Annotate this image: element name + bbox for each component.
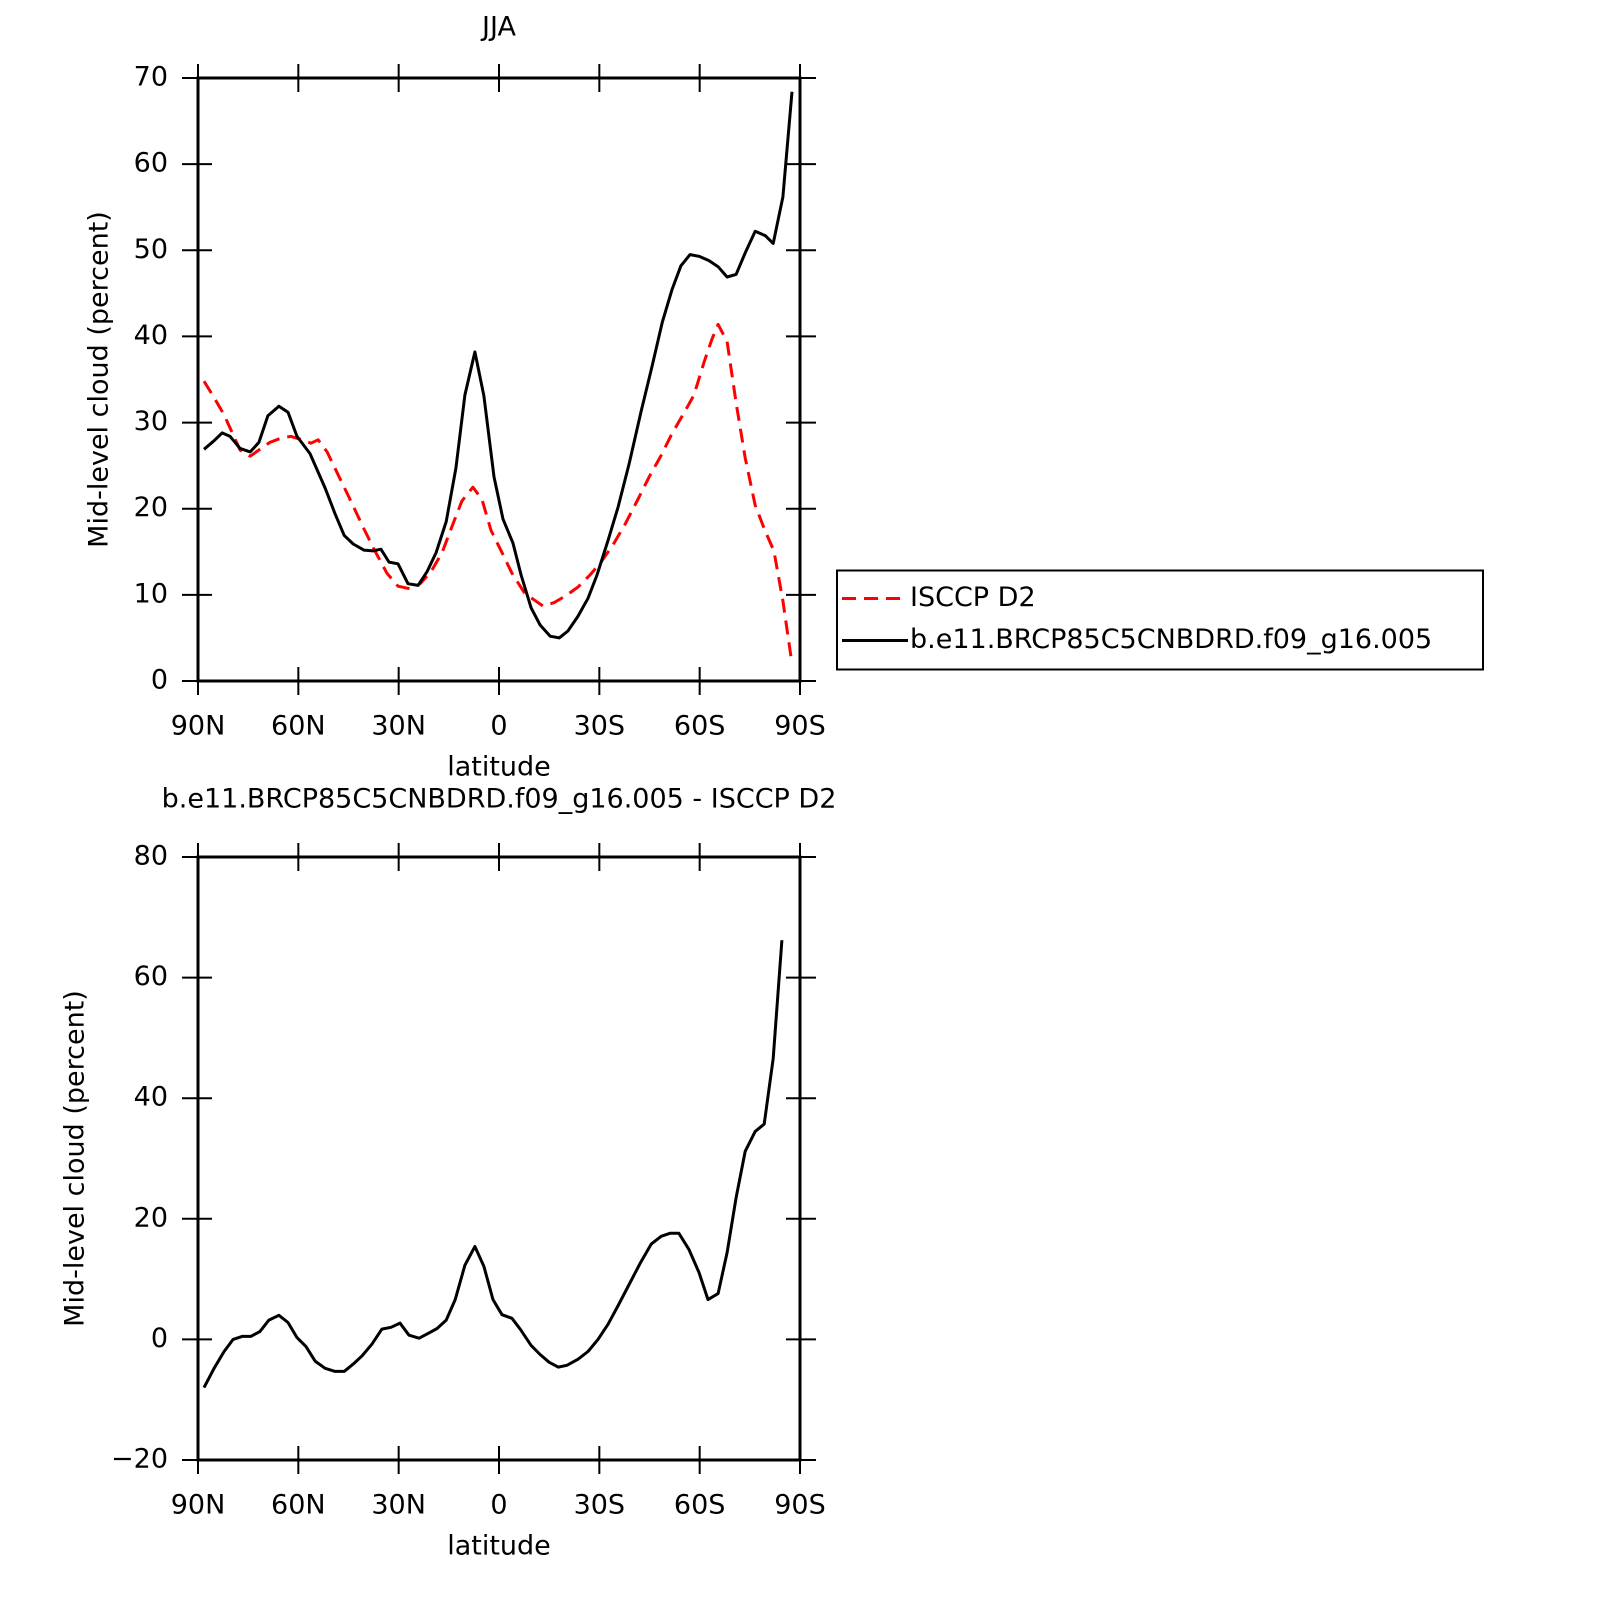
series-line <box>203 91 794 640</box>
y-tick-label: 20 <box>134 1202 168 1233</box>
y-tick-label: 60 <box>134 148 168 179</box>
x-tick-label: 90N <box>171 1490 226 1521</box>
x-tick-label: 90S <box>774 711 826 742</box>
y-tick-label: 60 <box>134 961 168 992</box>
chart-title: JJA <box>480 12 516 43</box>
x-tick-label: 60S <box>674 711 726 742</box>
legend-label: b.e11.BRCP85C5CNBDRD.f09_g16.005 <box>910 624 1432 655</box>
plot-frame <box>196 855 802 1462</box>
x-axis-label: latitude <box>447 1531 551 1562</box>
y-axis-label: Mid-level cloud (percent) <box>84 211 115 548</box>
x-axis-label: latitude <box>447 752 551 783</box>
x-tick-label: 30S <box>574 1490 626 1521</box>
y-tick-label: 40 <box>134 1082 168 1113</box>
x-tick-label: 30N <box>371 1490 426 1521</box>
chart-title: b.e11.BRCP85C5CNBDRD.f09_g16.005 - ISCCP… <box>162 784 837 815</box>
y-tick-label: 50 <box>134 234 168 265</box>
y-tick-label: 70 <box>134 62 168 93</box>
x-tick-label: 60S <box>674 1490 726 1521</box>
y-tick-label: 0 <box>151 1323 168 1354</box>
legend-label: ISCCP D2 <box>910 582 1036 613</box>
x-tick-label: 60N <box>271 711 326 742</box>
y-tick-label: 20 <box>134 492 168 523</box>
x-tick-label: 90S <box>774 1490 826 1521</box>
y-tick-label: 30 <box>134 406 168 437</box>
plot-frame <box>196 76 802 683</box>
y-axis-label: Mid-level cloud (percent) <box>60 990 91 1327</box>
x-tick-label: 30N <box>371 711 426 742</box>
legend-box <box>836 569 1484 671</box>
x-tick-label: 30S <box>574 711 626 742</box>
y-tick-label: 10 <box>134 578 168 609</box>
x-tick-label: 0 <box>490 1490 507 1521</box>
series-line <box>202 940 784 1389</box>
x-tick-label: 60N <box>271 1490 326 1521</box>
x-tick-label: 90N <box>171 711 226 742</box>
y-tick-label: 40 <box>134 320 168 351</box>
y-tick-label: 0 <box>151 665 168 696</box>
x-tick-label: 0 <box>490 711 507 742</box>
y-tick-label: −20 <box>111 1444 168 1475</box>
y-tick-label: 80 <box>134 841 168 872</box>
